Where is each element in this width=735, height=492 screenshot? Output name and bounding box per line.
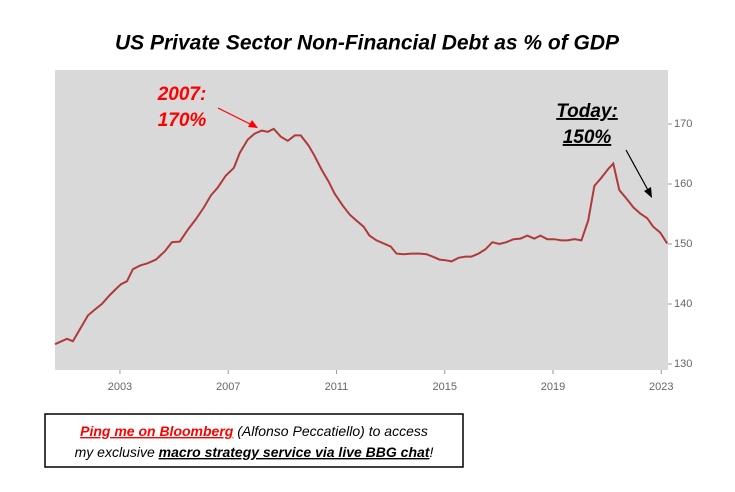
footer-line: Ping me on Bloomberg (Alfonso Peccatiell… xyxy=(80,423,428,439)
x-tick-label: 2007 xyxy=(216,381,240,393)
footer-text: my exclusive xyxy=(75,444,159,460)
x-tick-label: 2011 xyxy=(325,381,349,393)
plot: 130 140 150 160 170 2003 2007 2011 2015 2019 2023 xyxy=(54,118,692,393)
annotation: 150% xyxy=(563,127,612,148)
line xyxy=(54,127,669,346)
arrow xyxy=(625,149,650,193)
y-tick-label: 150 xyxy=(674,238,692,250)
footer-text: ! xyxy=(429,444,433,460)
footer-text: (Alfonso Peccatiello) to access xyxy=(233,423,428,439)
x-tick-label: 2015 xyxy=(432,381,456,393)
arrow-head xyxy=(644,187,652,198)
x-tick-label: 2023 xyxy=(649,381,673,393)
footer-line: my exclusive macro strategy service via … xyxy=(75,444,434,460)
footer-box xyxy=(44,413,464,468)
y-tick-label: 140 xyxy=(674,298,692,310)
y-tick-label: 130 xyxy=(674,358,692,370)
y-tick-label: 160 xyxy=(674,178,692,190)
x-tick-label: 2003 xyxy=(108,381,132,393)
arrow xyxy=(217,107,255,127)
annotation: 170% xyxy=(158,110,207,131)
annotation: 2007: xyxy=(157,84,207,105)
footer-emph: macro strategy service via live BBG chat xyxy=(159,444,431,460)
annotation: Today: xyxy=(556,101,618,122)
chart-title: US Private Sector Non-Financial Debt as … xyxy=(115,32,620,55)
y-tick-label: 170 xyxy=(674,118,692,130)
footer-link: Ping me on Bloomberg xyxy=(80,423,234,439)
arrow-head xyxy=(248,120,258,128)
plot-area xyxy=(55,70,668,370)
x-tick-label: 2019 xyxy=(541,381,565,393)
